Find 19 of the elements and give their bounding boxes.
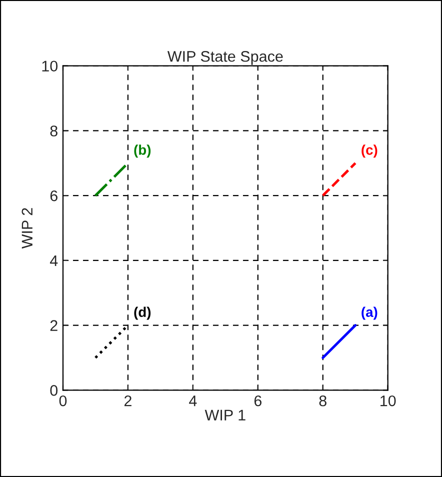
x-tick-label: 6 <box>254 395 262 406</box>
series-label: (a) <box>362 306 378 320</box>
y-tick-label: 8 <box>50 126 58 136</box>
series-label: (b) <box>134 144 151 158</box>
y-tick-label: 0 <box>50 385 58 396</box>
y-tick-label: 2 <box>50 320 58 331</box>
x-tick-label: 10 <box>380 395 396 406</box>
series-label: (c) <box>362 144 378 158</box>
y-axis-title: WIP 2 <box>22 208 32 249</box>
x-axis-title: WIP 1 <box>204 410 246 420</box>
x-tick-label: 2 <box>124 395 132 406</box>
chart-title: WIP State Space <box>167 50 283 65</box>
x-tick-label: 4 <box>189 396 197 406</box>
x-tick-label: 0 <box>59 395 67 406</box>
series-label: (d) <box>134 306 151 320</box>
y-tick-label: 4 <box>50 255 58 266</box>
x-tick-label: 8 <box>319 395 326 406</box>
y-tick-label: 10 <box>42 60 58 72</box>
y-tick-label: 6 <box>50 190 58 202</box>
